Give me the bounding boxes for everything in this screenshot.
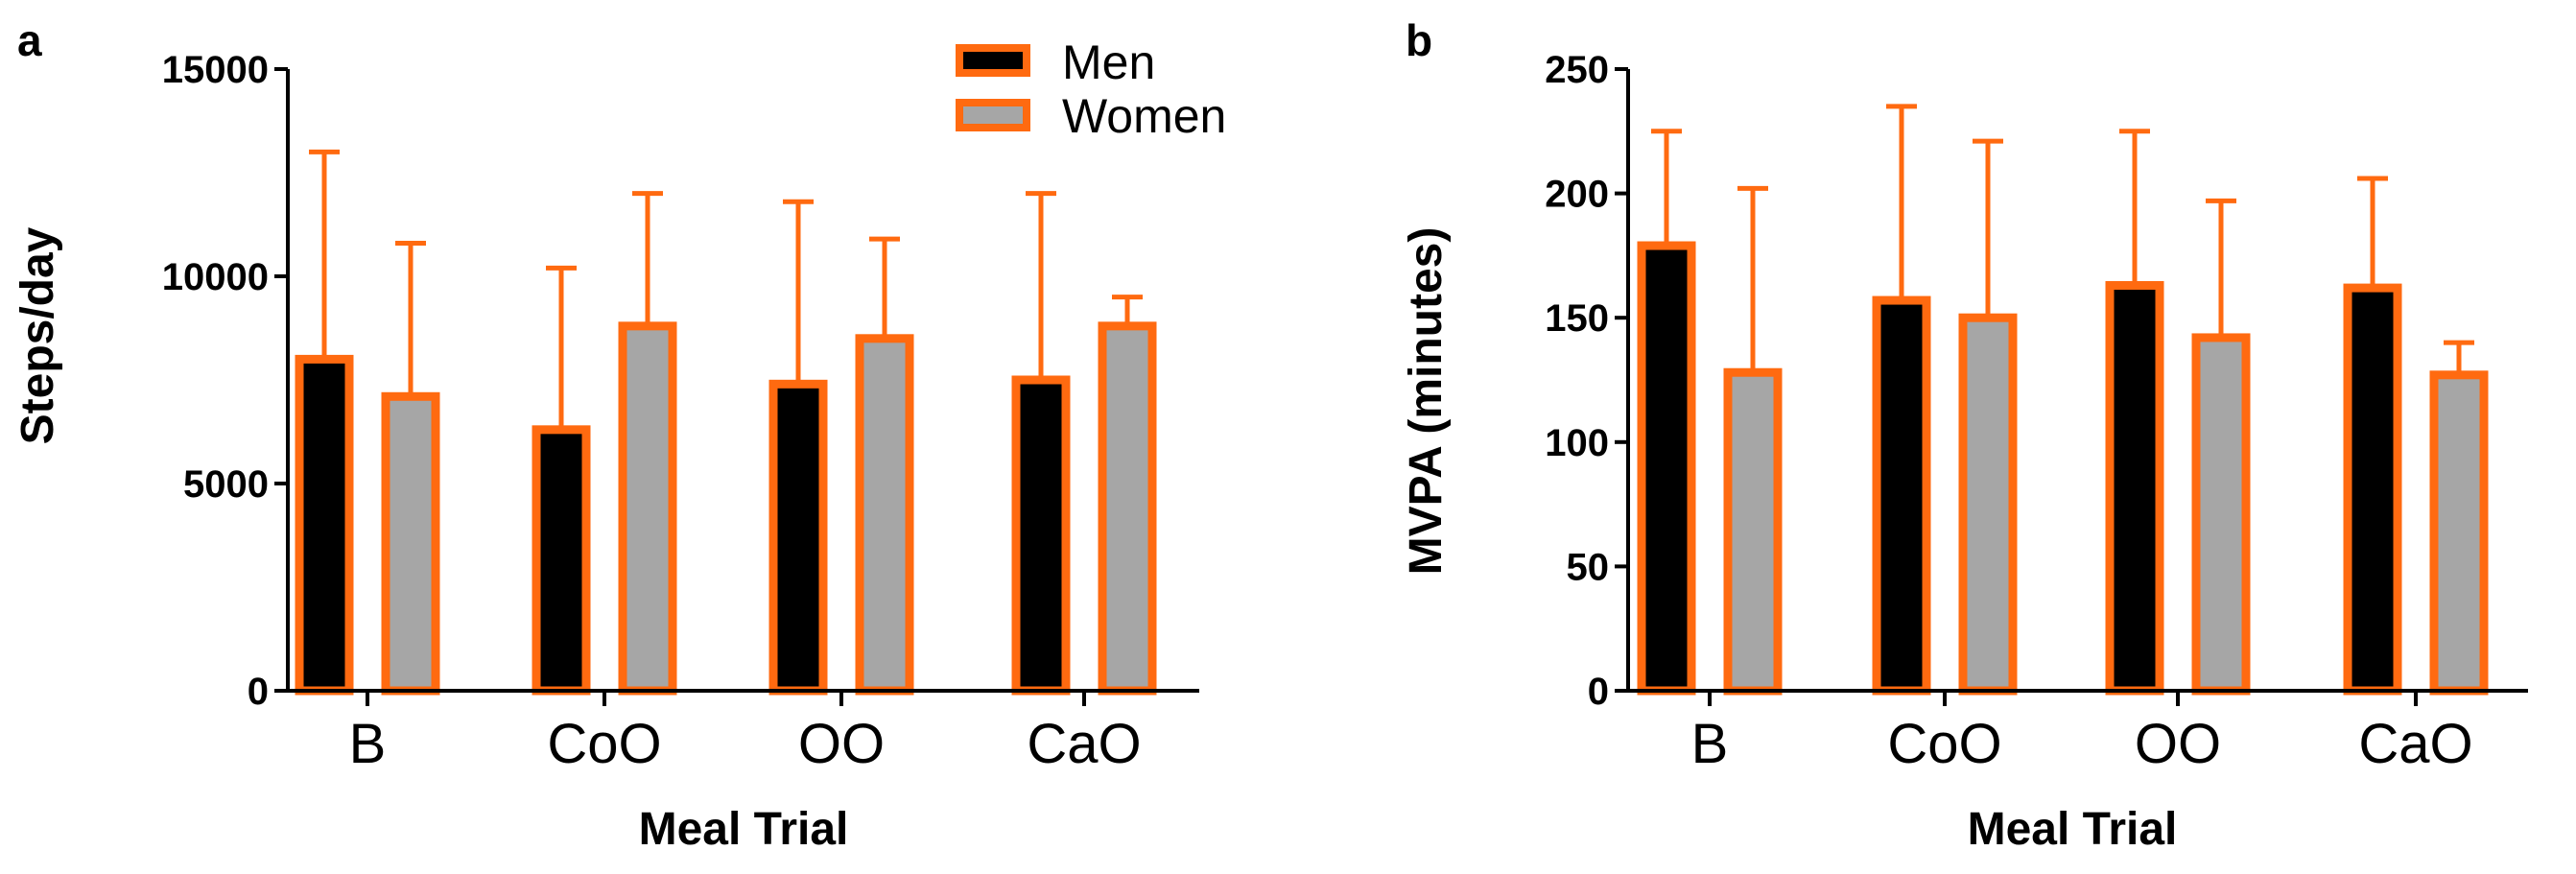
legend: Men Women xyxy=(956,35,1226,143)
y-axis-title-a: Steps/day xyxy=(12,226,63,444)
x-tick-label-cao: CaO xyxy=(2358,713,2472,775)
y-tick-label: 0 xyxy=(248,671,269,713)
legend-item-women: Women xyxy=(956,89,1226,143)
y-tick-label: 10000 xyxy=(162,256,269,298)
bar-women-cao xyxy=(2429,370,2489,696)
y-tick-label: 0 xyxy=(1588,671,1609,713)
bar-women-oo xyxy=(855,334,914,696)
bar-men-cao xyxy=(1011,375,1071,696)
bar-men-coo xyxy=(532,425,591,696)
panel-letter-b: b xyxy=(1406,15,1432,65)
bar-men-oo xyxy=(768,379,828,696)
y-tick-label: 200 xyxy=(1545,174,1609,216)
x-axis-title-b: Meal Trial xyxy=(1968,804,2178,855)
bar-women-oo xyxy=(2191,333,2251,696)
axes-a: 0 5000 10000 15000 B CoO OO CaO xyxy=(162,49,1199,775)
legend-swatch-women xyxy=(956,99,1030,131)
bar-men-cao xyxy=(2343,283,2402,696)
panel-a: a Steps/day Meal Trial 0 5000 10000 15000 B C… xyxy=(12,15,1199,855)
bar-women-b xyxy=(381,391,440,696)
bar-men-b xyxy=(295,354,354,696)
legend-label-men: Men xyxy=(1062,35,1155,89)
x-tick-label-b: B xyxy=(349,713,387,775)
bar-women-coo xyxy=(1958,313,2018,696)
bar-women-b xyxy=(1723,367,1783,696)
panel-letter-a: a xyxy=(17,15,42,65)
y-axis-title-b: MVPA (minutes) xyxy=(1401,227,1452,576)
axes-b: 0 50 100 150 200 250 B CoO OO CaO xyxy=(1545,49,2528,775)
bar-men-coo xyxy=(1872,295,1931,696)
y-tick-label: 100 xyxy=(1545,422,1609,464)
panel-b: b MVPA (minutes) Meal Trial 0 50 100 150 200… xyxy=(1401,15,2528,855)
legend-label-women: Women xyxy=(1062,89,1226,143)
x-tick-label-cao: CaO xyxy=(1027,713,1141,775)
y-tick-label: 150 xyxy=(1545,297,1609,340)
x-tick-label-oo: OO xyxy=(798,713,885,775)
y-tick-label: 15000 xyxy=(162,49,269,91)
x-axis-title-a: Meal Trial xyxy=(639,804,849,855)
bar-women-coo xyxy=(618,321,677,696)
y-tick-label: 250 xyxy=(1545,49,1609,91)
x-tick-label-coo: CoO xyxy=(547,713,661,775)
legend-item-men: Men xyxy=(956,35,1155,89)
x-tick-label-oo: OO xyxy=(2135,713,2221,775)
y-tick-label: 5000 xyxy=(183,463,269,506)
bar-men-b xyxy=(1637,241,1696,696)
bars-b xyxy=(1637,104,2489,696)
bars-a xyxy=(295,149,1157,696)
x-tick-label-coo: CoO xyxy=(1887,713,2001,775)
bar-women-cao xyxy=(1098,321,1157,696)
bar-men-oo xyxy=(2105,281,2164,696)
y-tick-label: 50 xyxy=(1567,546,1610,588)
x-tick-label-b: B xyxy=(1691,713,1729,775)
legend-swatch-men xyxy=(956,44,1030,77)
